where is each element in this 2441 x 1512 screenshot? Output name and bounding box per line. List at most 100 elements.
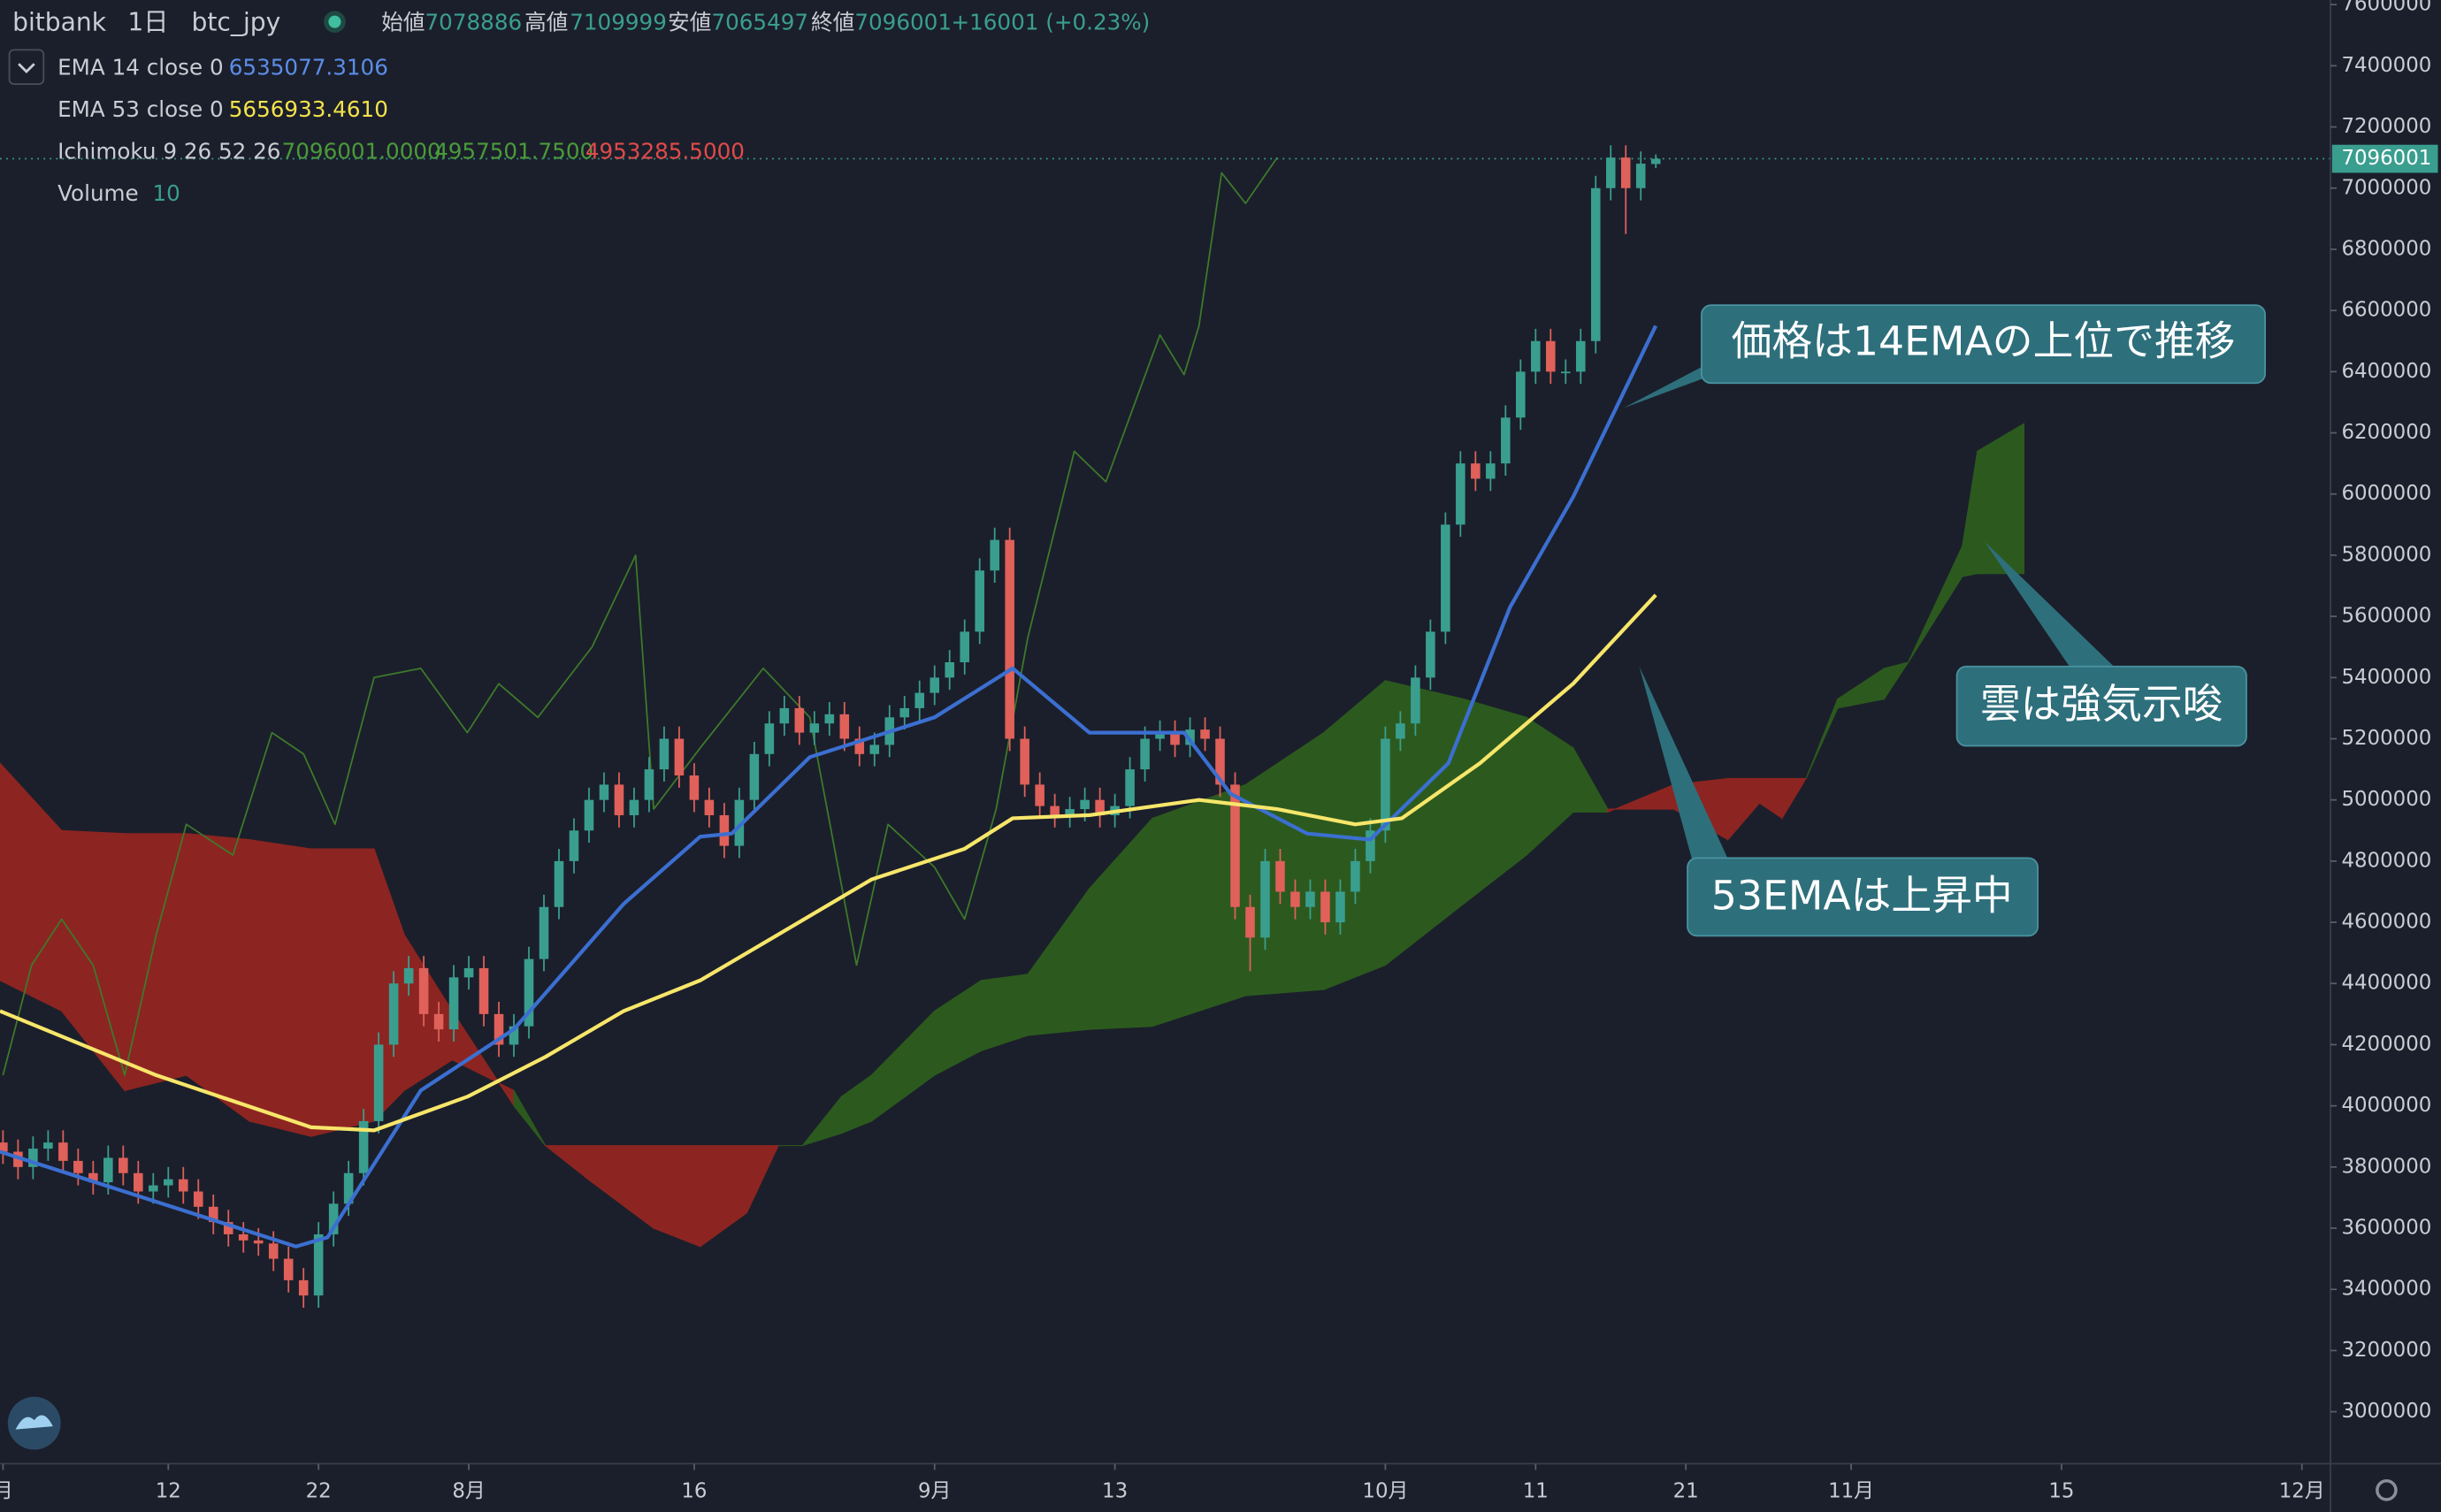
price-tag-label: 7096001 bbox=[2341, 147, 2431, 170]
y-tick-label: 5000000 bbox=[2341, 788, 2431, 811]
x-tick-label: 21 bbox=[1673, 1480, 1699, 1503]
close-label: 終値 bbox=[811, 9, 854, 34]
candle-body bbox=[539, 906, 549, 959]
candle-body bbox=[1560, 371, 1571, 374]
collapse-button[interactable] bbox=[8, 49, 45, 85]
settings-icon[interactable] bbox=[2376, 1479, 2398, 1501]
candle-body bbox=[945, 661, 954, 678]
candle-body bbox=[1065, 809, 1075, 815]
x-tick-label: 9月 bbox=[918, 1480, 951, 1503]
legend-value: 7096001.0000 bbox=[282, 139, 441, 164]
x-tick-label: 11月 bbox=[1828, 1480, 1874, 1503]
candle-body bbox=[659, 738, 670, 770]
candle-body bbox=[599, 784, 609, 800]
candle-body bbox=[1305, 891, 1315, 907]
candle-body bbox=[839, 714, 850, 739]
candle-body bbox=[1335, 891, 1345, 923]
legend-name[interactable]: EMA 14 close 0 bbox=[57, 54, 224, 80]
candle-body bbox=[1516, 371, 1526, 418]
candle-body bbox=[478, 967, 489, 1014]
candle-body bbox=[1381, 738, 1390, 831]
candle-body bbox=[448, 977, 459, 1030]
y-tick-label: 6800000 bbox=[2341, 237, 2431, 260]
price-tag bbox=[2331, 144, 2438, 173]
candle-body bbox=[283, 1258, 294, 1280]
candle-body bbox=[569, 830, 579, 861]
chevron-icon bbox=[18, 63, 35, 74]
cloud-segment bbox=[746, 1145, 779, 1213]
cloud-segment bbox=[513, 1088, 547, 1146]
x-tick-label: 12 bbox=[156, 1480, 181, 1503]
candle-body bbox=[223, 1222, 233, 1234]
logo-icon bbox=[15, 1415, 53, 1430]
candle-body bbox=[208, 1206, 218, 1223]
cloud-segment bbox=[310, 848, 375, 1137]
candle-body bbox=[43, 1142, 53, 1149]
open-value: 7078886 bbox=[425, 9, 523, 34]
candle-body bbox=[373, 1044, 384, 1121]
y-tick-label: 6200000 bbox=[2341, 421, 2431, 444]
candle-body bbox=[1260, 860, 1270, 938]
candle-body bbox=[433, 1013, 444, 1030]
y-tick-label: 7000000 bbox=[2341, 176, 2431, 199]
candle-body bbox=[1215, 738, 1225, 785]
candle-body bbox=[1620, 157, 1631, 188]
candle-body bbox=[809, 723, 820, 733]
callout: 53EMAは上昇中 bbox=[1639, 666, 2039, 937]
high-value: 7109999 bbox=[570, 9, 667, 34]
y-tick-label: 4600000 bbox=[2341, 911, 2431, 934]
candle-body bbox=[328, 1203, 339, 1234]
candle-body bbox=[268, 1243, 279, 1259]
legend-name[interactable]: EMA 53 close 0 bbox=[57, 96, 224, 122]
legend-name[interactable]: Ichimoku 9 26 52 26 bbox=[57, 139, 280, 164]
candle-body bbox=[1546, 340, 1556, 372]
y-tick-label: 5400000 bbox=[2341, 666, 2431, 689]
change-value: +16001 (+0.23%) bbox=[951, 9, 1150, 34]
interval[interactable]: 1日 bbox=[127, 7, 168, 36]
cloud-segment bbox=[1883, 661, 1909, 701]
candle-body bbox=[1605, 157, 1616, 188]
candle-body bbox=[58, 1142, 68, 1161]
callout-box bbox=[1687, 857, 2039, 937]
legend-value: 10 bbox=[153, 180, 180, 206]
open-label: 始値 bbox=[381, 9, 425, 34]
cloud-segment bbox=[1977, 423, 2024, 575]
candle-body bbox=[1095, 799, 1105, 815]
candle-body bbox=[509, 1026, 519, 1045]
callout: 雲は強気示唆 bbox=[1955, 541, 2247, 747]
cloud-segment bbox=[1781, 777, 1808, 821]
candle-body bbox=[88, 1172, 98, 1183]
x-tick-label: 16 bbox=[681, 1480, 707, 1503]
y-tick-label: 7400000 bbox=[2341, 54, 2431, 77]
close-value: 7096001 bbox=[854, 9, 952, 34]
candle-body bbox=[463, 967, 474, 978]
candle-body bbox=[388, 983, 399, 1045]
candle-body bbox=[719, 814, 730, 846]
candle-body bbox=[28, 1149, 38, 1167]
candle-body bbox=[1005, 539, 1014, 739]
candle-body bbox=[1050, 806, 1060, 815]
candle-body bbox=[1501, 417, 1511, 464]
candle-body bbox=[418, 967, 429, 1014]
candle-body bbox=[313, 1233, 324, 1296]
x-tick-label: 10月 bbox=[1362, 1480, 1408, 1503]
legend-value: 4957501.7500 bbox=[434, 139, 593, 164]
candle-body bbox=[1200, 729, 1210, 739]
symbol[interactable]: btc_jpy bbox=[192, 7, 281, 36]
candle-body bbox=[1650, 158, 1661, 164]
y-tick-label: 7200000 bbox=[2341, 115, 2431, 138]
y-tick-label: 4200000 bbox=[2341, 1033, 2431, 1056]
candle-body bbox=[1185, 729, 1195, 745]
legend-name[interactable]: Volume bbox=[57, 180, 139, 206]
candle-body bbox=[824, 714, 835, 724]
candle-body bbox=[358, 1120, 369, 1173]
candle-body bbox=[103, 1157, 113, 1183]
candle-body bbox=[1080, 799, 1090, 810]
ema-line bbox=[0, 325, 1658, 1249]
candle-body bbox=[1531, 340, 1541, 372]
candle-body bbox=[975, 570, 984, 632]
x-tick-label: 15 bbox=[2048, 1480, 2074, 1503]
candle-body bbox=[960, 631, 969, 662]
